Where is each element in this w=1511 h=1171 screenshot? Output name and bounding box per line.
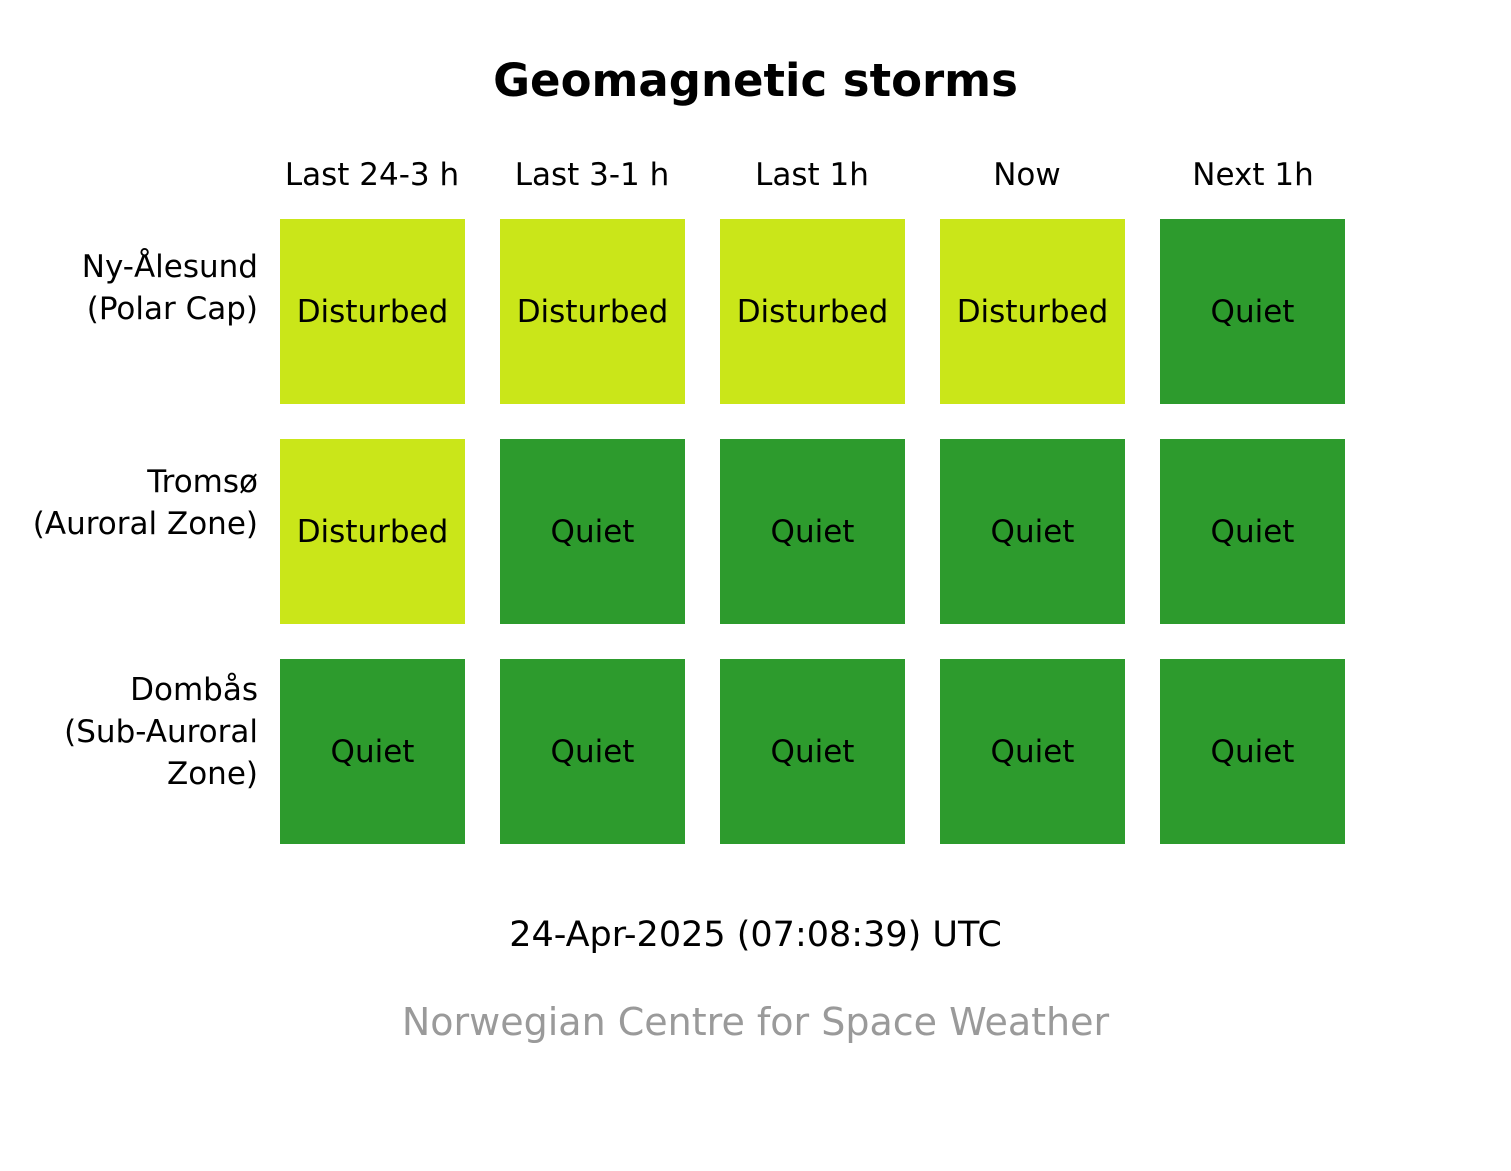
row-label-zone: (Sub-Auroral Zone) — [28, 712, 258, 796]
row-label-name: Ny-Ålesund — [28, 247, 258, 289]
timestamp-label: 24-Apr-2025 (07:08:39) UTC — [0, 915, 1511, 955]
status-cell: Quiet — [720, 659, 905, 844]
row-label-zone: (Polar Cap) — [28, 289, 258, 331]
row-label-ny-alesund: Ny-Ålesund (Polar Cap) — [28, 247, 258, 331]
col-header-last-1h: Last 1h — [755, 157, 869, 193]
col-header-now: Now — [993, 157, 1061, 193]
status-cell: Disturbed — [280, 219, 465, 404]
status-cell: Quiet — [500, 439, 685, 624]
status-cell: Quiet — [1160, 439, 1345, 624]
row-label-tromso: Tromsø (Auroral Zone) — [28, 462, 258, 546]
status-cell: Disturbed — [280, 439, 465, 624]
status-cell: Quiet — [720, 439, 905, 624]
status-cell: Disturbed — [720, 219, 905, 404]
status-cell: Quiet — [280, 659, 465, 844]
row-label-zone: (Auroral Zone) — [28, 504, 258, 546]
row-label-name: Tromsø — [28, 462, 258, 504]
status-cell: Quiet — [1160, 219, 1345, 404]
status-cell: Quiet — [1160, 659, 1345, 844]
geomagnetic-status-grid: Geomagnetic storms Last 24-3 h Last 3-1 … — [0, 0, 1511, 1171]
chart-title: Geomagnetic storms — [0, 54, 1511, 107]
status-cell: Quiet — [500, 659, 685, 844]
col-header-next-1h: Next 1h — [1192, 157, 1313, 193]
row-label-dombas: Dombås (Sub-Auroral Zone) — [28, 670, 258, 796]
col-header-last-3-1h: Last 3-1 h — [515, 157, 670, 193]
status-cell: Disturbed — [500, 219, 685, 404]
source-label: Norwegian Centre for Space Weather — [0, 1000, 1511, 1044]
row-label-name: Dombås — [28, 670, 258, 712]
col-header-last-24-3h: Last 24-3 h — [285, 157, 459, 193]
status-cell: Disturbed — [940, 219, 1125, 404]
status-cell: Quiet — [940, 439, 1125, 624]
status-cell: Quiet — [940, 659, 1125, 844]
